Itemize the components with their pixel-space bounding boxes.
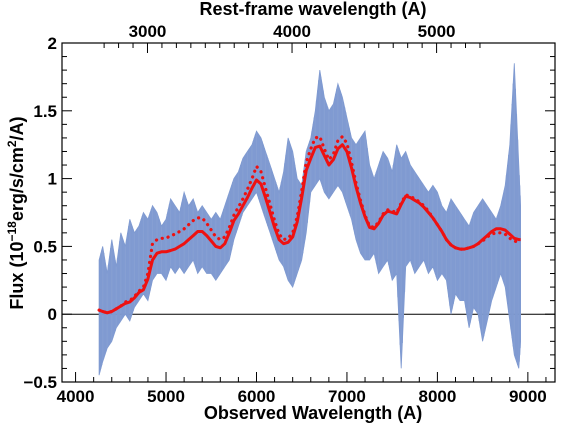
x-tick-label: 6000 <box>238 387 276 406</box>
model-dotted-line <box>97 135 523 315</box>
axes: 4000 5000 6000 7000 8000 9000 3000 4000 5000 −0.5… <box>23 22 556 406</box>
x-tick-label: 7000 <box>328 387 366 406</box>
x-tick-label: 5000 <box>147 387 185 406</box>
y-axis-title-suffix: /A) <box>7 116 27 140</box>
plot-frame <box>61 42 556 383</box>
y-axis-title-exp2: 2 <box>5 140 19 147</box>
x-axis-title: Observed Wavelength (A) <box>204 403 422 423</box>
y-axis-title-exp1: −18 <box>5 221 19 242</box>
plot-area <box>62 63 555 376</box>
top-tick-label: 5000 <box>418 22 456 41</box>
y-tick-label: 0 <box>48 305 57 324</box>
y-axis-title-prefix: Flux (10 <box>7 242 27 310</box>
y-tick-label: 1 <box>48 170 57 189</box>
top-tick-label: 3000 <box>129 22 167 41</box>
y-axis-title: Flux (10−18erg/s/cm2/A) <box>5 116 27 309</box>
y-tick-label: 0.5 <box>33 237 57 256</box>
y-tick-label: 2 <box>48 34 57 53</box>
y-tick-label: 1.5 <box>33 102 57 121</box>
model-solid-line <box>98 143 521 315</box>
plot-content <box>62 63 555 376</box>
y-tick-label: −0.5 <box>23 373 57 392</box>
x-tick-label: 8000 <box>418 387 456 406</box>
top-axis-title: Rest-frame wavelength (A) <box>199 0 426 19</box>
y-axis-title-mid: erg/s/cm <box>7 147 27 221</box>
top-tick-label: 4000 <box>273 22 311 41</box>
x-tick-label: 9000 <box>509 387 547 406</box>
x-tick-label: 4000 <box>57 387 95 406</box>
